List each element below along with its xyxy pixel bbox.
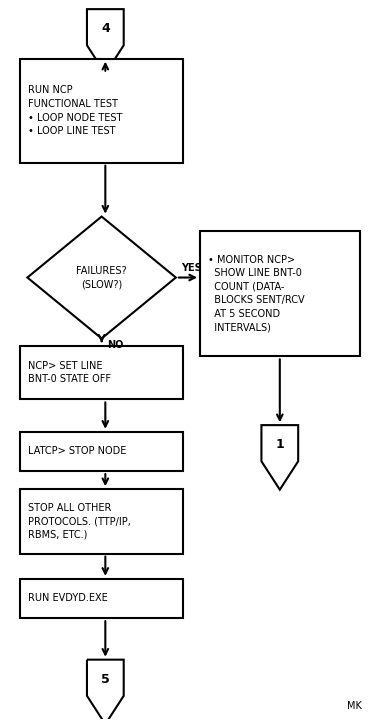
Text: NCP> SET LINE
BNT-0 STATE OFF: NCP> SET LINE BNT-0 STATE OFF [28,361,111,384]
Text: STOP ALL OTHER
PROTOCOLS. (TTP/IP,
RBMS, ETC.): STOP ALL OTHER PROTOCOLS. (TTP/IP, RBMS,… [28,503,131,540]
Text: 1: 1 [275,438,284,451]
Text: FAILURES?
(SLOW?): FAILURES? (SLOW?) [76,266,127,289]
FancyBboxPatch shape [20,579,183,618]
Text: 5: 5 [101,672,110,685]
Text: • MONITOR NCP>
  SHOW LINE BNT-0
  COUNT (DATA-
  BLOCKS SENT/RCV
  AT 5 SECOND
: • MONITOR NCP> SHOW LINE BNT-0 COUNT (DA… [208,255,305,333]
Text: MK: MK [347,701,362,711]
Text: YES: YES [181,264,202,273]
Text: LATCP> STOP NODE: LATCP> STOP NODE [28,446,126,456]
Text: 4: 4 [101,22,110,35]
FancyBboxPatch shape [200,231,360,356]
Text: NO: NO [107,340,123,350]
FancyBboxPatch shape [20,59,183,163]
FancyBboxPatch shape [20,346,183,400]
FancyBboxPatch shape [20,489,183,554]
Text: RUN EVDYD.EXE: RUN EVDYD.EXE [28,593,108,603]
Text: RUN NCP
FUNCTIONAL TEST
• LOOP NODE TEST
• LOOP LINE TEST: RUN NCP FUNCTIONAL TEST • LOOP NODE TEST… [28,86,123,136]
FancyBboxPatch shape [20,432,183,471]
